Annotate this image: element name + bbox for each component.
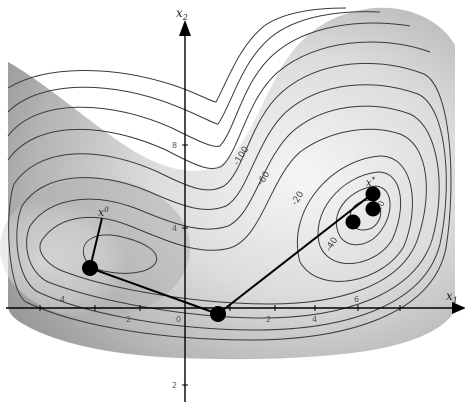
x-axis-label: x1 [446,289,458,305]
x-tick-label: 6 [354,295,359,304]
y-tick-label: 2 [172,381,177,390]
contour-9 [7,41,431,170]
optimization-path [89,193,373,315]
path-markers [82,186,381,322]
path-segment-2 [89,267,219,315]
x-tick-labels: 4 2 0 2 4 6 [60,295,359,324]
start-point-label: x0 [98,206,109,219]
axes [6,30,456,402]
contour-3 [317,171,402,265]
y-tick-labels: 8 4 2 [172,141,177,390]
y-tick-label: 4 [172,224,177,233]
x-tick-label: 2 [126,315,131,324]
marker-point-5 [365,186,381,202]
contour-10 [7,22,411,147]
x-axis-arrow [452,302,465,314]
marker-point-3 [345,214,361,230]
contour-8 [8,62,452,341]
x-tick-label: 2 [266,315,271,324]
contour-11 [7,11,381,125]
marker-point-2 [210,306,226,322]
axis-tick-marks [39,144,401,386]
contour-2 [335,185,391,246]
path-segment-3 [217,193,373,315]
x-tick-label: 0 [176,315,181,324]
contour-lines [7,7,452,341]
contour-12 [7,7,347,103]
x-tick-label: 4 [312,315,317,324]
marker-point-4 [365,201,381,217]
optimum-point-label: x* [366,176,376,189]
x-tick-label: 4 [60,295,65,304]
y-axis-label: x2 [176,6,188,22]
marker-point-1 [82,260,98,276]
path-segment-1 [89,217,103,269]
contour-5 [39,128,427,305]
y-tick-label: 8 [172,141,177,150]
contour-4 [296,155,413,282]
y-axis-arrow [179,20,191,36]
